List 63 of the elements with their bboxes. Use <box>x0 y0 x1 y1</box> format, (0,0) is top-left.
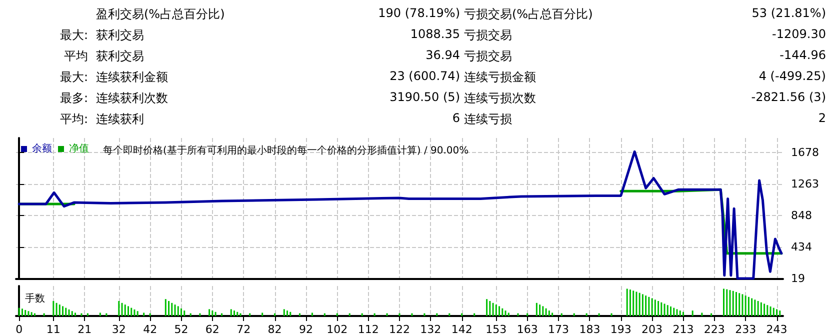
text: 平均: <box>60 111 88 128</box>
x-tick-label: 173 <box>548 323 570 335</box>
text: 190 (78.19%) <box>378 6 460 20</box>
text: 4 (-499.25) <box>758 69 826 83</box>
x-tick-label: 183 <box>579 323 600 335</box>
x-tick-label: 82 <box>268 323 282 335</box>
text: 2 <box>818 111 826 125</box>
text: -2821.56 (3) <box>751 90 826 104</box>
text: -1209.30 <box>772 27 826 41</box>
text: 最多: <box>60 90 88 107</box>
text: 1088.35 <box>410 27 460 41</box>
x-tick-label: 11 <box>46 323 60 335</box>
y-tick-label: 1263 <box>791 178 819 191</box>
x-tick-label: 102 <box>326 323 348 335</box>
text: 亏损交易 <box>464 48 512 65</box>
legend-label: 净值 <box>69 142 89 154</box>
x-tick-label: 213 <box>672 323 694 335</box>
x-tick-label: 142 <box>451 323 472 335</box>
x-tick-label: 193 <box>610 323 632 335</box>
text: 53 (21.81%) <box>752 6 826 20</box>
y-tick-label: 1678 <box>791 146 819 160</box>
text: 手数 <box>25 292 45 304</box>
text: 36.94 <box>426 48 460 62</box>
text: 平均 <box>64 48 88 65</box>
text: 3190.50 (5) <box>390 90 460 104</box>
x-tick-label: 132 <box>420 323 442 335</box>
legend-label: 余额 <box>32 142 52 154</box>
text: 最大: <box>60 69 88 86</box>
x-tick-label: 163 <box>516 323 538 335</box>
text: 每个即时价格(基于所有可利用的最小时段的每一个价格的分形插值计算) / 90.00% <box>103 144 469 156</box>
text: 23 (600.74) <box>390 69 460 83</box>
text: 盈利交易(%占总百分比) <box>96 6 225 23</box>
x-tick-label: 223 <box>704 323 725 335</box>
x-tick-label: 233 <box>735 323 756 335</box>
text: 连续获利 <box>96 111 144 128</box>
x-tick-label: 0 <box>16 323 23 335</box>
x-tick-label: 72 <box>236 323 251 335</box>
text: 亏损交易(%占总百分比) <box>464 6 593 23</box>
x-tick-label: 21 <box>78 323 92 335</box>
text: 6 <box>452 111 460 125</box>
x-tick-label: 52 <box>174 323 188 335</box>
x-tick-label: 243 <box>766 323 788 335</box>
text: 获利交易 <box>96 27 144 44</box>
text: 连续获利次数 <box>96 90 168 107</box>
text: 最大: <box>60 27 88 44</box>
text: 连续获利金额 <box>96 69 168 86</box>
text: 获利交易 <box>96 48 144 65</box>
x-tick-label: 32 <box>112 323 126 335</box>
y-tick-label: 434 <box>791 240 812 254</box>
x-tick-label: 42 <box>143 323 158 335</box>
text: 连续亏损金额 <box>464 69 536 86</box>
x-tick-label: 62 <box>205 323 220 335</box>
text: 亏损交易 <box>464 27 512 44</box>
text: 连续亏损次数 <box>464 90 536 107</box>
x-tick-label: 122 <box>389 323 410 335</box>
x-tick-label: 112 <box>358 323 379 335</box>
y-tick-label: 848 <box>791 209 812 222</box>
x-tick-label: 92 <box>298 323 313 335</box>
x-tick-label: 203 <box>642 323 663 335</box>
y-tick-label: 19 <box>791 272 805 285</box>
x-tick-label: 153 <box>486 323 507 335</box>
text: -144.96 <box>780 48 826 62</box>
text: 连续亏损 <box>464 111 512 128</box>
